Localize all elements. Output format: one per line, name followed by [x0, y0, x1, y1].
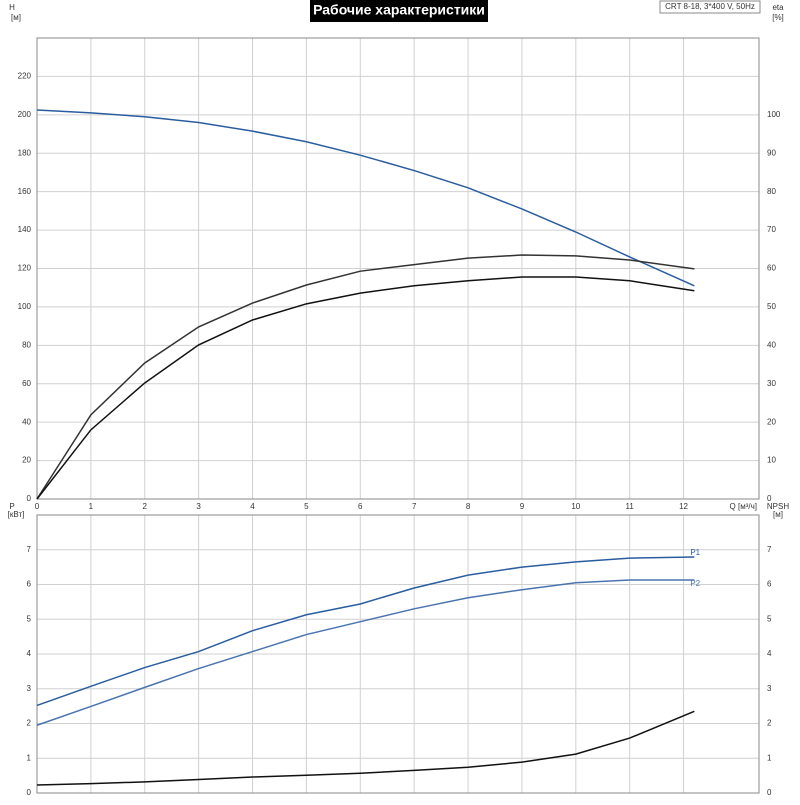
chart-title: Рабочие характеристики [313, 2, 485, 18]
x-tick-label: 0 [35, 502, 40, 511]
y2-label-unit: [м] [773, 510, 783, 519]
x-tick-label: 10 [571, 502, 580, 511]
y2-label: NPSH [767, 502, 789, 511]
x-tick-label: 2 [143, 502, 148, 511]
y-tick-label: 0 [27, 494, 32, 503]
series-line [36, 710, 695, 786]
y2-tick-label: 1 [767, 753, 772, 762]
y2-tick-label: 3 [767, 684, 772, 693]
y2-tick-label: 4 [767, 649, 772, 658]
y-tick-label: 6 [27, 580, 32, 589]
y2-label: eta [772, 3, 784, 12]
y2-tick-label: 50 [767, 302, 776, 311]
y2-label-unit: [%] [772, 13, 784, 22]
x-tick-label: 8 [466, 502, 471, 511]
series-line [36, 254, 695, 500]
y2-tick-label: 0 [767, 788, 772, 797]
series-line [36, 579, 695, 726]
y-tick-label: 0 [27, 788, 32, 797]
y-label: P [9, 502, 14, 511]
y-tick-label: 7 [27, 545, 32, 554]
y2-tick-label: 20 [767, 417, 776, 426]
series-line [36, 276, 695, 500]
x-tick-label: 6 [358, 502, 363, 511]
series-label: P2 [690, 579, 700, 588]
y2-tick-label: 2 [767, 719, 772, 728]
y-tick-label: 100 [18, 302, 32, 311]
y-tick-label: 120 [18, 264, 32, 273]
y2-tick-label: 7 [767, 545, 772, 554]
y-tick-label: 1 [27, 753, 32, 762]
series-line [36, 109, 695, 287]
annotation: CRT 8-18, 3*400 V, 50Hz [665, 2, 755, 11]
y2-tick-label: 30 [767, 379, 776, 388]
y-tick-label: 60 [22, 379, 31, 388]
y2-tick-label: 0 [767, 494, 772, 503]
y-tick-label: 2 [27, 719, 32, 728]
y-tick-label: 220 [18, 72, 32, 81]
y-tick-label: 20 [22, 456, 31, 465]
x-tick-label: 4 [250, 502, 255, 511]
x-label: Q [м³/ч] [730, 502, 757, 511]
x-tick-label: 7 [412, 502, 417, 511]
y2-tick-label: 100 [767, 110, 781, 119]
series-label: P1 [690, 548, 700, 557]
y-label-unit: [кВт] [8, 510, 25, 519]
series-line [36, 556, 695, 707]
y-tick-label: 160 [18, 187, 32, 196]
y-tick-label: 200 [18, 110, 32, 119]
x-tick-label: 5 [304, 502, 309, 511]
y-tick-label: 80 [22, 340, 31, 349]
y2-tick-label: 10 [767, 456, 776, 465]
y2-tick-label: 5 [767, 614, 772, 623]
y-tick-label: 3 [27, 684, 32, 693]
x-tick-label: 1 [89, 502, 94, 511]
title-box [310, 0, 488, 22]
annotation-box [659, 0, 761, 14]
y2-tick-label: 40 [767, 340, 776, 349]
x-tick-label: 11 [626, 502, 635, 511]
y-tick-label: 4 [27, 649, 32, 658]
x-tick-label: 3 [196, 502, 201, 511]
y-tick-label: 140 [18, 225, 32, 234]
y-label-unit: [м] [11, 13, 21, 22]
plot-frame [36, 514, 760, 794]
y2-tick-label: 80 [767, 187, 776, 196]
y-tick-label: 180 [18, 148, 32, 157]
y2-tick-label: 6 [767, 580, 772, 589]
y2-tick-label: 70 [767, 225, 776, 234]
y2-tick-label: 90 [767, 148, 776, 157]
y-tick-label: 40 [22, 417, 31, 426]
y-label: H [9, 3, 15, 12]
plot-frame [36, 37, 760, 500]
x-tick-label: 12 [679, 502, 688, 511]
y2-tick-label: 60 [767, 264, 776, 273]
x-tick-label: 9 [520, 502, 525, 511]
y-tick-label: 5 [27, 614, 32, 623]
